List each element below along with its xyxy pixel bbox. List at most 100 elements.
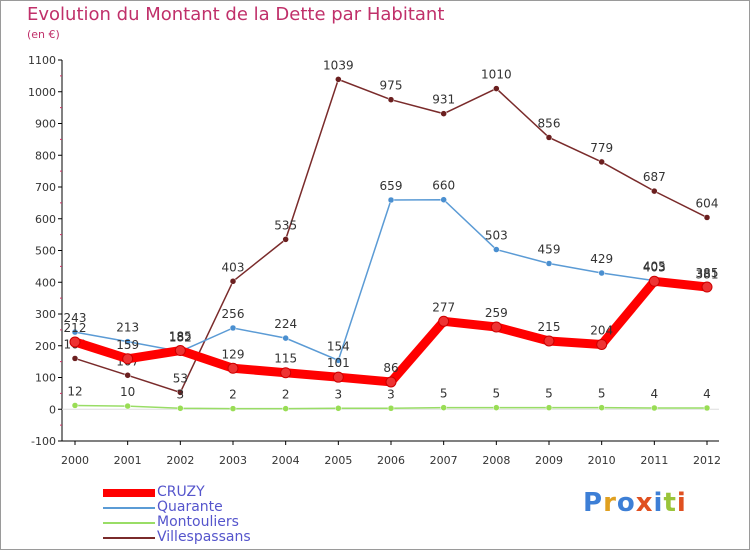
point-montouliers (440, 404, 447, 411)
data-label-cruzy: 159 (116, 338, 139, 352)
data-label-villespassans: 403 (222, 260, 245, 274)
x-tick-label: 2010 (588, 454, 616, 467)
data-label-quarante: 224 (274, 317, 297, 331)
data-label-montouliers: 2 (229, 388, 237, 402)
data-label-villespassans: 779 (590, 141, 613, 155)
data-label-villespassans: 931 (432, 93, 455, 107)
point-quarante (229, 324, 237, 332)
y-tick-label: 300 (35, 308, 56, 321)
point-villespassans (177, 389, 184, 396)
data-label-montouliers: 4 (651, 387, 659, 401)
point-montouliers (335, 405, 342, 412)
data-label-montouliers: 3 (177, 387, 185, 401)
data-label-cruzy: 385 (696, 266, 719, 280)
x-tick-label: 2003 (219, 454, 247, 467)
legend-label-montouliers: Montouliers (157, 514, 239, 530)
data-label-cruzy: 101 (327, 356, 350, 370)
y-tick-label: 700 (35, 181, 56, 194)
point-villespassans (651, 187, 658, 195)
x-tick-label: 2001 (114, 454, 142, 467)
point-quarante (598, 269, 605, 277)
data-label-quarante: 660 (432, 179, 455, 193)
point-villespassans (703, 214, 711, 221)
data-label-quarante: 659 (380, 179, 403, 193)
point-villespassans (335, 76, 342, 83)
x-tick-label: 2006 (377, 454, 405, 467)
point-villespassans (440, 110, 447, 117)
x-tick-label: 2008 (482, 454, 510, 467)
x-tick-label: 2000 (61, 454, 89, 467)
y-tick-label: 1100 (28, 54, 56, 67)
y-tick-label: 900 (35, 118, 56, 131)
data-label-villespassans: 687 (643, 170, 666, 184)
point-montouliers (71, 402, 79, 409)
point-montouliers (387, 405, 395, 412)
point-quarante (335, 357, 342, 364)
point-quarante (493, 246, 500, 253)
data-label-montouliers: 5 (545, 387, 553, 401)
data-label-cruzy: 212 (64, 321, 87, 335)
data-label-montouliers: 10 (120, 385, 135, 399)
data-label-quarante: 405 (643, 260, 666, 274)
point-cruzy (280, 367, 292, 379)
data-label-cruzy: 204 (590, 323, 613, 337)
legend-swatch-villespassans (103, 537, 155, 539)
legend-swatch-montouliers (103, 522, 155, 524)
point-montouliers (229, 405, 237, 412)
point-montouliers (177, 405, 184, 412)
point-cruzy (385, 376, 397, 388)
point-quarante (545, 260, 553, 267)
y-tick-label: 100 (35, 372, 56, 385)
data-label-quarante: 182 (169, 330, 192, 344)
point-montouliers (598, 404, 605, 411)
point-cruzy (227, 362, 239, 374)
point-cruzy (438, 315, 450, 327)
point-villespassans (71, 355, 79, 362)
x-tick-label: 2007 (430, 454, 458, 467)
legend-label-quarante: Quarante (157, 499, 223, 515)
point-cruzy (490, 321, 502, 333)
point-montouliers (545, 404, 553, 411)
y-tick-label: 600 (35, 213, 56, 226)
point-cruzy (332, 371, 344, 383)
y-tick-label: 200 (35, 340, 56, 353)
x-tick-label: 2005 (324, 454, 352, 467)
x-tick-label: 2011 (640, 454, 668, 467)
y-tick-label: 500 (35, 245, 56, 258)
point-villespassans (387, 96, 395, 103)
chart-subtitle: (en €) (27, 28, 60, 41)
point-cruzy (69, 336, 81, 348)
data-label-villespassans: 1039 (323, 58, 354, 72)
data-label-quarante: 243 (64, 311, 87, 325)
data-label-montouliers: 2 (282, 388, 290, 402)
point-cruzy (648, 275, 660, 287)
data-label-cruzy: 185 (169, 330, 192, 344)
logo-letter: o (616, 488, 636, 518)
point-villespassans (282, 236, 289, 243)
point-cruzy (701, 281, 713, 293)
point-quarante (387, 196, 395, 204)
point-quarante (282, 334, 289, 342)
point-montouliers (493, 404, 500, 411)
data-label-montouliers: 4 (703, 387, 711, 401)
data-label-montouliers: 5 (440, 387, 448, 401)
point-montouliers (703, 404, 711, 412)
point-cruzy (122, 353, 134, 365)
point-quarante (71, 328, 79, 336)
point-villespassans (545, 134, 553, 141)
logo-letter: r (603, 488, 617, 518)
legend-label-villespassans: Villespassans (157, 529, 251, 545)
point-cruzy (174, 345, 186, 357)
data-label-villespassans: 535 (274, 218, 297, 232)
legend-swatch-cruzy (103, 489, 155, 497)
y-tick-label: 0 (49, 403, 56, 416)
data-label-villespassans: 1010 (481, 68, 512, 82)
data-label-villespassans: 856 (538, 116, 561, 130)
point-villespassans (124, 372, 131, 379)
x-tick-label: 2002 (166, 454, 194, 467)
legend-label-cruzy: CRUZY (157, 484, 205, 500)
data-label-montouliers: 3 (387, 387, 395, 401)
y-tick-label: 800 (35, 149, 56, 162)
point-montouliers (651, 404, 658, 412)
